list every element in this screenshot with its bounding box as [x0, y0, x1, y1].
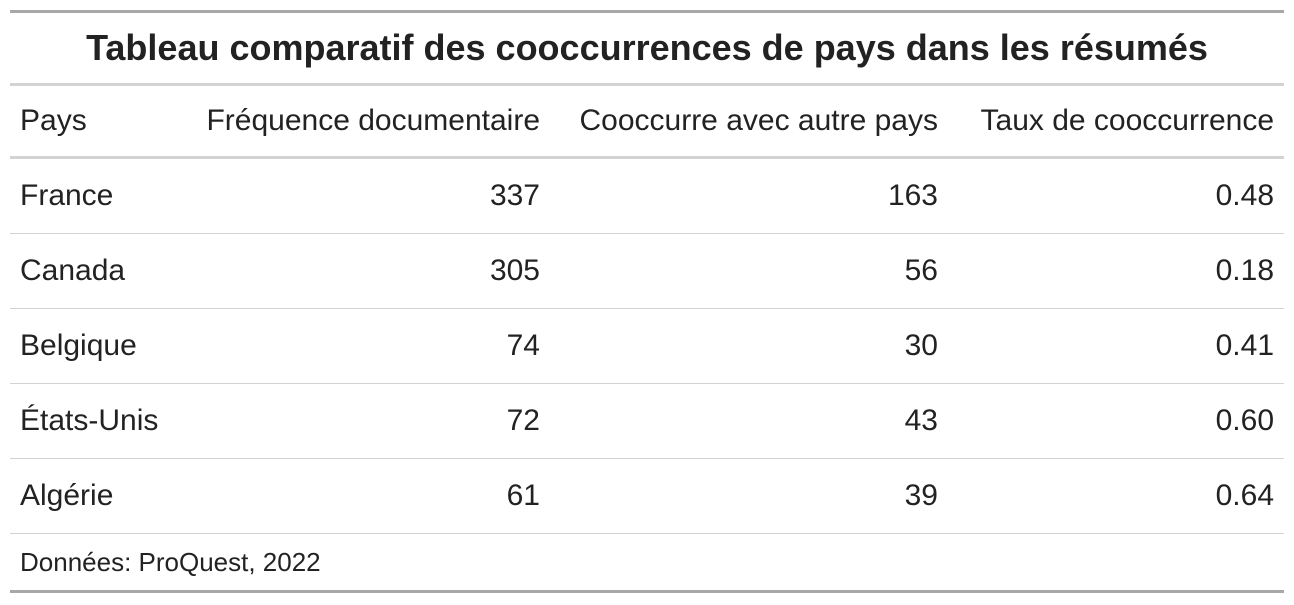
column-header-frequence: Fréquence documentaire	[175, 84, 550, 159]
cell-pays: Algérie	[10, 458, 175, 534]
column-header-pays: Pays	[10, 84, 175, 159]
cell-frequence: 61	[175, 458, 550, 534]
table-container: Tableau comparatif des cooccurrences de …	[10, 10, 1285, 593]
column-header-taux: Taux de cooccurrence	[948, 84, 1285, 159]
cell-taux: 0.18	[948, 233, 1285, 309]
cell-pays: France	[10, 157, 175, 234]
cell-cooccurre: 43	[550, 383, 948, 459]
cell-frequence: 74	[175, 308, 550, 384]
cell-taux: 0.60	[948, 383, 1285, 459]
table-row: États-Unis 72 43 0.60	[10, 383, 1285, 459]
cell-frequence: 337	[175, 157, 550, 234]
table-row: France 337 163 0.48	[10, 157, 1285, 234]
cell-pays: États-Unis	[10, 383, 175, 459]
column-header-cooccurre: Cooccurre avec autre pays	[550, 84, 948, 159]
cell-pays: Canada	[10, 233, 175, 309]
table-row: Belgique 74 30 0.41	[10, 308, 1285, 384]
cooccurrence-table: Tableau comparatif des cooccurrences de …	[10, 10, 1285, 593]
cell-taux: 0.41	[948, 308, 1285, 384]
cell-taux: 0.64	[948, 458, 1285, 534]
cell-cooccurre: 39	[550, 458, 948, 534]
cell-pays: Belgique	[10, 308, 175, 384]
table-row: Algérie 61 39 0.64	[10, 458, 1285, 534]
cell-taux: 0.48	[948, 157, 1285, 234]
table-title: Tableau comparatif des cooccurrences de …	[10, 10, 1285, 86]
header-row: Pays Fréquence documentaire Cooccurre av…	[10, 84, 1285, 159]
cell-cooccurre: 56	[550, 233, 948, 309]
table-row: Canada 305 56 0.18	[10, 233, 1285, 309]
cell-frequence: 305	[175, 233, 550, 309]
source-note: Données: ProQuest, 2022	[10, 533, 1285, 593]
cell-cooccurre: 163	[550, 157, 948, 234]
cell-frequence: 72	[175, 383, 550, 459]
cell-cooccurre: 30	[550, 308, 948, 384]
